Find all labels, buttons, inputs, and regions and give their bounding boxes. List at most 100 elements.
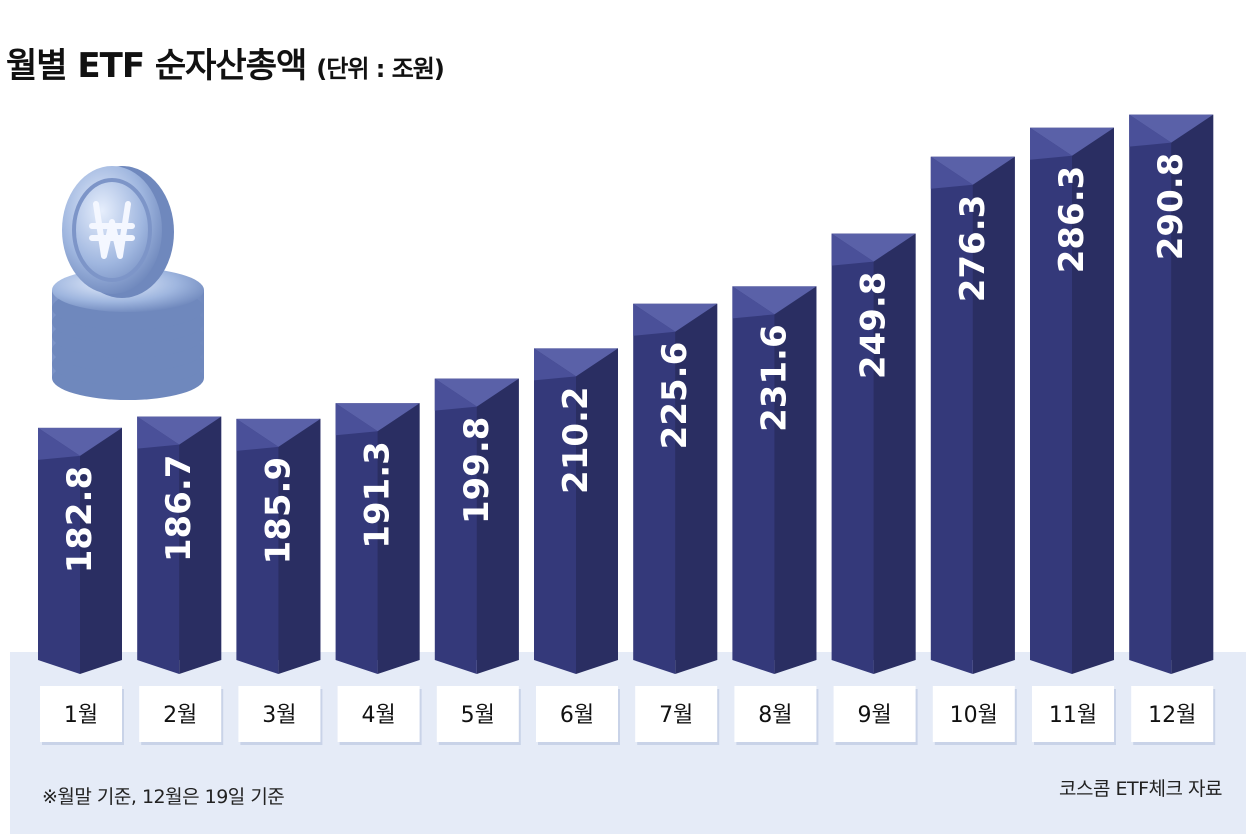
category-box: [734, 686, 817, 742]
bar-side: [179, 416, 222, 674]
bar-top-left: [1129, 114, 1172, 147]
coin-standing-ring: [72, 178, 152, 282]
bar-6: 210.2: [534, 348, 618, 674]
bar-top-left: [335, 403, 378, 436]
won-sign-glyph: [89, 201, 135, 259]
bar-3: 185.9: [236, 418, 321, 674]
bar-top-left: [1030, 127, 1072, 160]
category-box: [1032, 686, 1114, 742]
bar-top-left: [434, 378, 477, 411]
category-label: 8월: [758, 703, 792, 728]
category-label: 12월: [1148, 703, 1196, 728]
bar-side: [675, 303, 718, 674]
bar-8: 231.6: [732, 286, 817, 674]
bar-2: 186.7: [137, 416, 222, 674]
category-label: 7월: [659, 703, 693, 728]
bar-top: [137, 416, 222, 445]
bar-top: [534, 348, 618, 377]
category-label-3: 3월: [238, 686, 323, 745]
category-label: 6월: [560, 703, 594, 728]
category-label: 10월: [950, 703, 998, 728]
category-label-2: 2월: [139, 686, 224, 745]
category-box: [40, 686, 122, 742]
category-label-4: 4월: [337, 686, 422, 745]
category-label-9: 9월: [833, 686, 918, 745]
bar-side: [80, 427, 122, 674]
bar-value-label: 186.7: [159, 455, 199, 563]
bar-bottom: [930, 660, 973, 674]
bar-bottom: [732, 660, 775, 674]
won-coin-stack-icon: [52, 166, 204, 400]
footnote: ※월말 기준, 12월은 19일 기준: [42, 786, 285, 808]
bar-top-left: [236, 418, 279, 451]
bar-value-label: 191.3: [358, 441, 398, 549]
category-label: 2월: [163, 703, 197, 728]
category-box: [238, 686, 321, 742]
category-label-7: 7월: [635, 686, 720, 745]
bar-bottom: [236, 660, 279, 674]
category-box: [337, 686, 420, 742]
bar-top-left: [633, 303, 676, 336]
bar-9: 249.8: [831, 233, 916, 674]
bar-side: [774, 286, 817, 674]
category-box: [833, 686, 916, 742]
category-label: 1월: [64, 703, 98, 728]
bar-value-label: 231.6: [754, 324, 794, 432]
bar-1: 182.8: [38, 427, 122, 674]
bar-top-left: [831, 233, 874, 266]
bar-top: [335, 403, 420, 432]
bar-value-label: 276.3: [953, 195, 993, 303]
category-label-1: 1월: [40, 686, 124, 745]
category-label-11: 11월: [1032, 686, 1116, 745]
bar-side: [873, 233, 916, 674]
category-label-12: 12월: [1131, 686, 1216, 745]
bar-side: [278, 418, 321, 674]
category-label-5: 5월: [436, 686, 521, 745]
bar-top: [236, 418, 321, 447]
category-label: 5월: [461, 703, 495, 728]
bar-value-label: 199.8: [457, 417, 497, 525]
category-box: [536, 686, 618, 742]
category-label: 3월: [262, 703, 296, 728]
category-label-6: 6월: [536, 686, 620, 745]
bar-10: 276.3: [930, 156, 1015, 675]
category-box: [1131, 686, 1214, 742]
bar-top-left: [732, 286, 775, 319]
bar-top-left: [930, 156, 973, 189]
bar-bottom: [434, 660, 477, 674]
bar-side: [972, 156, 1015, 675]
chart-title: 월별 ETF 순자산총액: [6, 46, 307, 86]
bar-7: 225.6: [633, 303, 718, 674]
unit-label: (단위 : 조원): [316, 55, 445, 83]
bar-11: 286.3: [1030, 127, 1114, 675]
category-label-10: 10월: [932, 686, 1017, 745]
bar-5: 199.8: [434, 378, 519, 674]
bar-bottom: [1129, 660, 1172, 674]
bar-top: [1030, 127, 1114, 156]
category-box: [436, 686, 519, 742]
bar-value-label: 225.6: [655, 342, 695, 450]
bar-top: [38, 427, 122, 456]
bar-value-label: 286.3: [1052, 166, 1092, 274]
bar-value-label: 182.8: [60, 466, 100, 574]
bar-value-label: 290.8: [1151, 153, 1191, 261]
bar-side: [1171, 114, 1214, 675]
bar-value-label: 185.9: [258, 457, 298, 565]
bar-top-left: [534, 348, 576, 381]
bar-top-left: [38, 427, 80, 460]
bar-top-left: [137, 416, 180, 449]
bar-bottom: [831, 660, 874, 674]
bar-side: [576, 348, 618, 674]
bar-value-label: 249.8: [854, 272, 894, 380]
bar-bottom: [335, 660, 378, 674]
category-box: [139, 686, 222, 742]
bar-side: [476, 378, 519, 674]
bar-top: [732, 286, 817, 315]
title-block: 월별 ETF 순자산총액 (단위 : 조원): [6, 38, 445, 87]
bar-bottom: [633, 660, 676, 674]
source-credit: 코스콤 ETF체크 자료: [1059, 778, 1222, 800]
bar-12: 290.8: [1129, 114, 1214, 675]
category-label: 9월: [857, 703, 891, 728]
